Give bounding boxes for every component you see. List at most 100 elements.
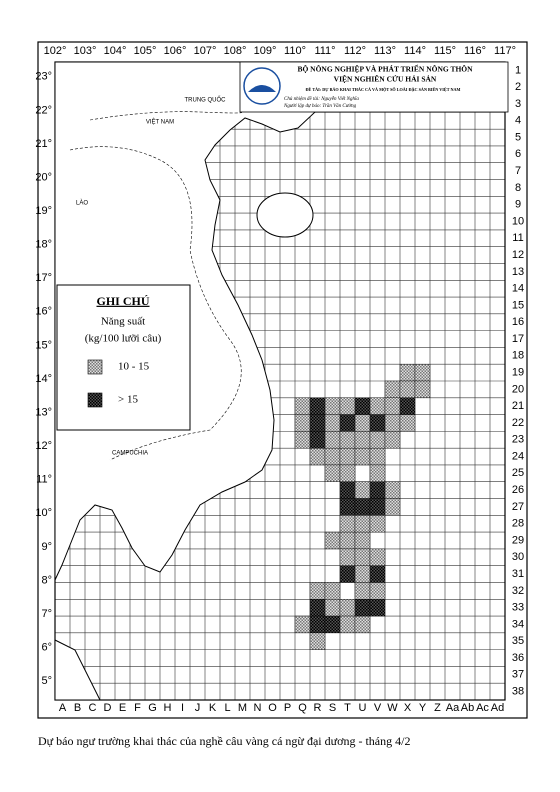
row-label: 33	[512, 602, 524, 614]
column-label: U	[359, 702, 367, 714]
column-label: O	[268, 702, 277, 714]
row-label: 11	[512, 232, 523, 244]
latitude-label: 8°	[41, 574, 52, 586]
row-label: 34	[512, 618, 524, 630]
forecast-cell	[324, 464, 341, 482]
latitude-label: 22°	[35, 104, 52, 116]
forecast-cell	[354, 498, 371, 516]
ministry: BỘ NÔNG NGHIỆP VÀ PHÁT TRIỂN NÔNG THÔN	[297, 64, 473, 74]
longitude-label: 115°	[434, 45, 456, 57]
longitude-label: 103°	[74, 45, 97, 57]
latitude-label: 12°	[35, 440, 52, 452]
forecast-cell	[384, 414, 401, 432]
forecaster: Người lập dự báo: Trần Văn Cường	[283, 104, 357, 109]
forecast-cell	[309, 615, 326, 634]
column-label: X	[404, 702, 412, 714]
row-label: 3	[515, 98, 521, 110]
forecast-cell	[354, 531, 371, 550]
forecast-cell	[354, 447, 371, 466]
latitude-label: 20°	[35, 171, 52, 183]
column-label: Z	[434, 702, 441, 714]
column-label: Q	[298, 702, 307, 714]
forecast-cell	[339, 397, 356, 415]
forecast-cell	[309, 632, 326, 650]
column-label: D	[104, 702, 112, 714]
latitude-label: 5°	[41, 675, 52, 687]
row-label: 29	[512, 534, 524, 546]
axis-labels: A B C D E F G H I J K L M N O P Q R S T U V W X Y Z Aa Ab Ac Ad123456…	[35, 45, 524, 714]
row-label: 38	[512, 686, 524, 698]
row-label: 36	[512, 652, 524, 664]
legend-frame	[56, 284, 191, 431]
legend-swatch	[87, 359, 103, 375]
forecast-cell	[294, 615, 311, 634]
column-label: R	[314, 702, 322, 714]
longitude-label: 112°	[344, 45, 366, 57]
forecast-cell	[369, 565, 386, 583]
forecast-cell	[339, 498, 356, 516]
column-label: V	[374, 702, 382, 714]
longitude-label: 113°	[374, 45, 396, 57]
column-label: A	[59, 702, 67, 714]
legend-label: > 15	[118, 394, 138, 406]
legend: GHI CHÚ Năng suất (kg/100 lưỡi câu) 10 -…	[56, 284, 191, 431]
forecast-cell	[414, 380, 431, 398]
forecast-cell	[354, 414, 371, 432]
longitude-label: 117°	[494, 45, 516, 57]
legend-unit: (kg/100 lưỡi câu)	[85, 333, 162, 345]
forecast-cell	[324, 414, 341, 432]
leader: Chủ nhiệm đề tài: Nguyễn Viết Nghĩa	[284, 96, 359, 102]
latitude-label: 9°	[41, 541, 52, 553]
row-label: 7	[515, 165, 521, 177]
latitude-label: 23°	[35, 71, 52, 83]
forecast-cell	[354, 481, 371, 499]
region-label: VIỆT NAM	[146, 118, 174, 126]
forecast-cell	[324, 582, 341, 600]
forecast-cell	[354, 565, 371, 583]
row-label: 23	[512, 434, 524, 446]
forecast-cell	[339, 565, 356, 583]
forecast-cell	[339, 464, 356, 482]
legend-swatch	[87, 392, 103, 408]
forecast-cell	[294, 397, 311, 415]
column-label: Ac	[476, 702, 489, 714]
column-label: T	[344, 702, 351, 714]
column-label: B	[74, 702, 81, 714]
longitude-label: 111°	[314, 45, 335, 57]
column-label: Aa	[446, 702, 460, 714]
forecast-cell	[324, 615, 341, 634]
legend-subtitle: Năng suất	[101, 316, 145, 328]
longitude-label: 109°	[254, 45, 277, 57]
longitude-label: 104°	[104, 45, 127, 57]
forecast-cell	[399, 397, 416, 415]
forecast-cell	[354, 515, 371, 533]
row-label: 22	[512, 417, 524, 429]
latitude-label: 13°	[35, 406, 52, 418]
row-label: 28	[512, 518, 524, 530]
longitude-label: 114°	[404, 45, 426, 57]
forecast-cell	[354, 599, 371, 617]
column-label: Ad	[491, 702, 504, 714]
forecast-cell	[354, 615, 371, 634]
forecast-cell	[339, 481, 356, 499]
institute: VIỆN NGHIÊN CỨU HẢI SẢN	[334, 74, 437, 84]
longitude-label: 107°	[194, 45, 217, 57]
region-label: TRUNG QUỐC	[185, 97, 227, 104]
header-frame	[239, 61, 509, 113]
region-label: CAMPUCHIA	[112, 451, 148, 457]
forecast-cell	[354, 582, 371, 600]
borders	[69, 111, 242, 461]
latitude-label: 18°	[35, 239, 52, 251]
forecast-cell	[309, 599, 326, 617]
forecast-cell	[399, 364, 416, 382]
column-label: S	[329, 702, 336, 714]
row-label: 31	[512, 568, 524, 580]
latitude-label: 17°	[35, 272, 52, 284]
row-label: 25	[512, 467, 524, 479]
logo-wave	[248, 85, 276, 92]
forecast-cell	[369, 498, 386, 516]
column-label: W	[387, 702, 398, 714]
longitude-label: 116°	[464, 45, 486, 57]
row-label: 27	[512, 501, 524, 513]
